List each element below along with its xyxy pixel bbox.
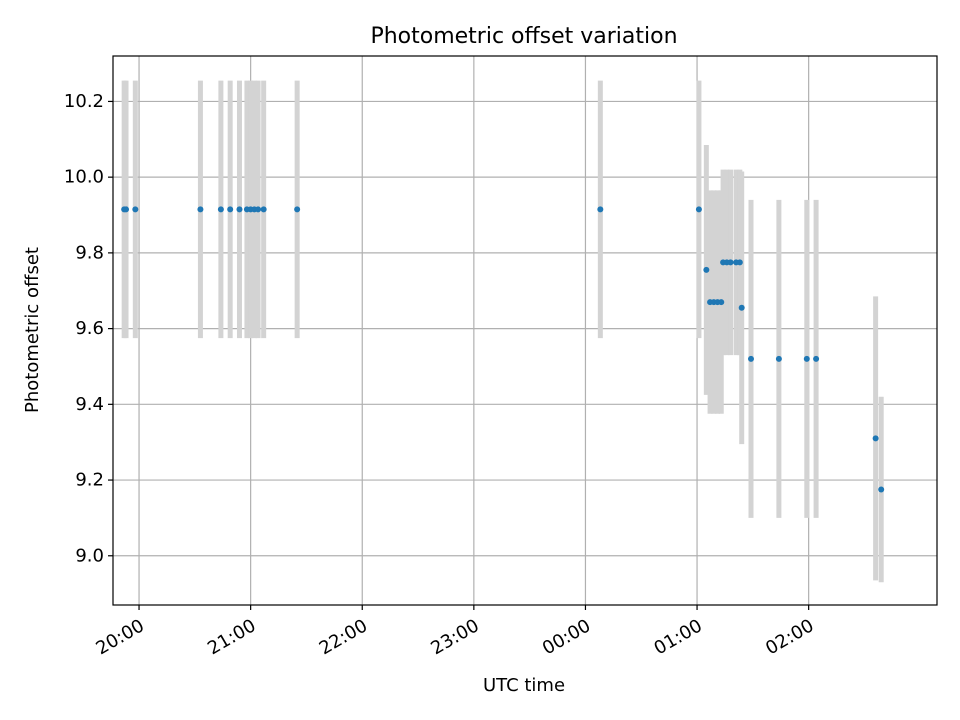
data-point xyxy=(747,355,754,362)
data-point xyxy=(813,355,820,362)
y-axis-ticks: 9.0 9.2 9.4 9.6 9.8 10.0 10.2 xyxy=(64,91,113,566)
data-point xyxy=(294,206,301,213)
data-point xyxy=(255,206,262,213)
data-point xyxy=(872,435,879,442)
chart-title: Photometric offset variation xyxy=(370,24,677,49)
data-point xyxy=(236,206,243,213)
data-point xyxy=(260,206,267,213)
data-point xyxy=(727,259,734,266)
data-point xyxy=(123,206,130,213)
data-point xyxy=(597,206,604,213)
y-tick-label: 9.2 xyxy=(75,470,104,491)
grid xyxy=(113,56,937,605)
data-points xyxy=(121,206,885,493)
data-point xyxy=(703,266,710,273)
data-point xyxy=(738,304,745,311)
y-tick-label: 9.8 xyxy=(75,242,104,263)
plot-area-frame xyxy=(112,55,938,606)
x-axis-title: UTC time xyxy=(483,675,565,696)
y-tick-label: 10.2 xyxy=(64,91,104,112)
y-tick-label: 9.4 xyxy=(75,394,104,415)
data-point xyxy=(803,355,810,362)
data-point xyxy=(227,206,234,213)
data-point xyxy=(718,299,725,306)
data-point xyxy=(736,259,743,266)
y-tick-label: 10.0 xyxy=(64,167,104,188)
data-point xyxy=(695,206,702,213)
data-point xyxy=(197,206,204,213)
data-point xyxy=(132,206,139,213)
data-point xyxy=(775,355,782,362)
data-point xyxy=(217,206,224,213)
y-tick-label: 9.0 xyxy=(75,545,104,566)
y-axis-title: Photometric offset xyxy=(22,247,43,413)
data-point xyxy=(878,486,885,493)
y-tick-label: 9.6 xyxy=(75,318,104,339)
